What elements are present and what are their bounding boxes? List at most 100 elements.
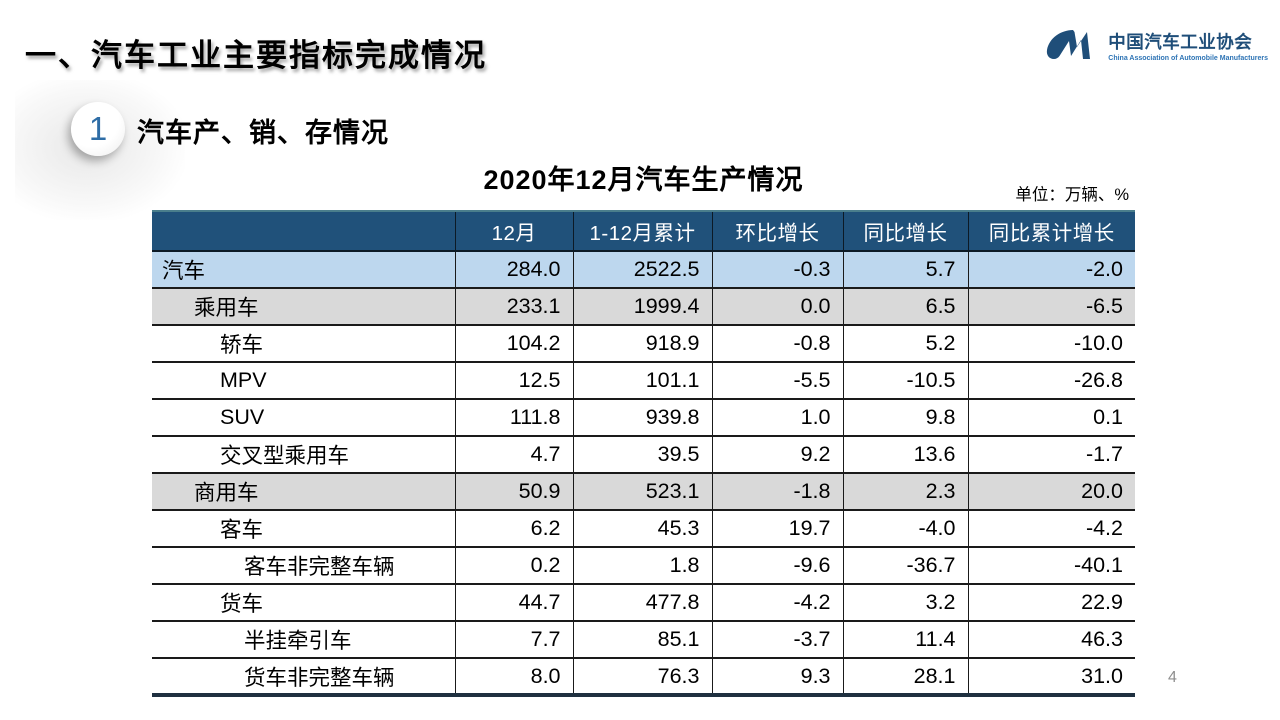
row-value: 233.1 <box>454 287 573 325</box>
table-row: 货车非完整车辆 8.0 76.3 9.3 28.1 31.0 <box>152 657 1135 695</box>
row-value: 7.7 <box>454 620 573 658</box>
row-value: 3.2 <box>842 583 968 621</box>
column-header: 同比累计增长 <box>967 211 1135 252</box>
row-value: 5.2 <box>842 324 968 362</box>
row-value: -26.8 <box>967 361 1135 399</box>
row-label: 货车非完整车辆 <box>152 657 455 695</box>
row-label: 半挂牵引车 <box>152 620 455 658</box>
row-value: -4.2 <box>967 509 1135 547</box>
caam-logo-text: 中国汽车工业协会 China Association of Automobile… <box>1108 29 1268 62</box>
row-value: -4.0 <box>842 509 968 547</box>
row-label: 客车 <box>152 509 455 547</box>
row-value: -3.7 <box>711 620 843 658</box>
column-header: 12月 <box>454 211 573 252</box>
unit-label: 单位：万辆、% <box>1015 186 1129 204</box>
table-row: 货车 44.7 477.8 -4.2 3.2 22.9 <box>152 583 1135 621</box>
row-label: 商用车 <box>152 472 455 510</box>
page-title: 一、汽车工业主要指标完成情况 <box>25 38 487 73</box>
row-label: SUV <box>152 398 455 436</box>
row-value: -0.8 <box>711 324 843 362</box>
column-header: 1-12月累计 <box>572 211 712 252</box>
row-value: 4.7 <box>454 435 573 473</box>
row-value: 284.0 <box>454 250 573 288</box>
row-value: 101.1 <box>572 361 712 399</box>
row-value: 1.8 <box>572 546 712 584</box>
row-value: 12.5 <box>454 361 573 399</box>
row-value: 0.1 <box>967 398 1135 436</box>
row-value: -10.5 <box>842 361 968 399</box>
row-value: -5.5 <box>711 361 843 399</box>
table-row: 交叉型乘用车 4.7 39.5 9.2 13.6 -1.7 <box>152 435 1135 473</box>
column-header: 环比增长 <box>711 211 843 252</box>
section-title: 汽车产、销、存情况 <box>137 118 389 148</box>
row-value: -4.2 <box>711 583 843 621</box>
row-value: -10.0 <box>967 324 1135 362</box>
row-label: 交叉型乘用车 <box>152 435 455 473</box>
table-row: MPV 12.5 101.1 -5.5 -10.5 -26.8 <box>152 361 1135 399</box>
row-label: MPV <box>152 361 455 399</box>
row-value: 5.7 <box>842 250 968 288</box>
row-value: -0.3 <box>711 250 843 288</box>
row-value: -1.7 <box>967 435 1135 473</box>
row-value: 39.5 <box>572 435 712 473</box>
column-header: 同比增长 <box>842 211 968 252</box>
row-value: 477.8 <box>572 583 712 621</box>
row-value: 11.4 <box>842 620 968 658</box>
row-label: 乘用车 <box>152 287 455 325</box>
row-value: -2.0 <box>967 250 1135 288</box>
table-row: 汽车 284.0 2522.5 -0.3 5.7 -2.0 <box>152 250 1135 288</box>
row-value: 2.3 <box>842 472 968 510</box>
row-value: 939.8 <box>572 398 712 436</box>
row-label: 货车 <box>152 583 455 621</box>
row-value: 31.0 <box>967 657 1135 695</box>
caam-logo-name-cn: 中国汽车工业协会 <box>1108 31 1253 52</box>
row-value: 85.1 <box>572 620 712 658</box>
row-value: 13.6 <box>842 435 968 473</box>
row-value: 8.0 <box>454 657 573 695</box>
page-number: 4 <box>1168 669 1177 686</box>
row-value: 28.1 <box>842 657 968 695</box>
row-label: 汽车 <box>152 250 455 288</box>
row-value: 76.3 <box>572 657 712 695</box>
row-value: 9.8 <box>842 398 968 436</box>
table-row: SUV 111.8 939.8 1.0 9.8 0.1 <box>152 398 1135 436</box>
column-header <box>152 211 455 252</box>
row-value: 19.7 <box>711 509 843 547</box>
row-value: 523.1 <box>572 472 712 510</box>
row-value: 918.9 <box>572 324 712 362</box>
row-value: 6.2 <box>454 509 573 547</box>
row-value: -40.1 <box>967 546 1135 584</box>
table-row: 轿车 104.2 918.9 -0.8 5.2 -10.0 <box>152 324 1135 362</box>
row-label: 客车非完整车辆 <box>152 546 455 584</box>
table-header-row: 12月 1-12月累计 环比增长 同比增长 同比累计增长 <box>152 211 1135 252</box>
table-header: 12月 1-12月累计 环比增长 同比增长 同比累计增长 <box>152 211 1135 252</box>
row-value: 50.9 <box>454 472 573 510</box>
row-value: 22.9 <box>967 583 1135 621</box>
row-value: 1999.4 <box>572 287 712 325</box>
row-value: 46.3 <box>967 620 1135 658</box>
row-value: 44.7 <box>454 583 573 621</box>
row-value: 0.0 <box>711 287 843 325</box>
table-row: 客车非完整车辆 0.2 1.8 -9.6 -36.7 -40.1 <box>152 546 1135 584</box>
table-row: 客车 6.2 45.3 19.7 -4.0 -4.2 <box>152 509 1135 547</box>
row-value: 1.0 <box>711 398 843 436</box>
table-row: 半挂牵引车 7.7 85.1 -3.7 11.4 46.3 <box>152 620 1135 658</box>
section-number-badge: 1 <box>71 102 125 156</box>
row-value: 111.8 <box>454 398 573 436</box>
row-value: -6.5 <box>967 287 1135 325</box>
row-value: 9.2 <box>711 435 843 473</box>
row-value: -1.8 <box>711 472 843 510</box>
row-value: 0.2 <box>454 546 573 584</box>
section-number: 1 <box>88 109 108 147</box>
caam-logo-icon <box>1047 30 1091 59</box>
table-row: 商用车 50.9 523.1 -1.8 2.3 20.0 <box>152 472 1135 510</box>
caam-logo: 中国汽车工业协会 China Association of Automobile… <box>1043 26 1268 64</box>
table-body: 汽车 284.0 2522.5 -0.3 5.7 -2.0 乘用车 233.1 1999.4 0.… <box>152 250 1135 695</box>
row-value: 45.3 <box>572 509 712 547</box>
caam-logo-name-en: China Association of Automobile Manufact… <box>1108 54 1268 62</box>
production-table-grid: 12月 1-12月累计 环比增长 同比增长 同比累计增长 汽车 284.0 2522.5 -0… <box>152 210 1135 697</box>
row-value: -9.6 <box>711 546 843 584</box>
row-value: 20.0 <box>967 472 1135 510</box>
row-value: 6.5 <box>842 287 968 325</box>
row-value: 9.3 <box>711 657 843 695</box>
